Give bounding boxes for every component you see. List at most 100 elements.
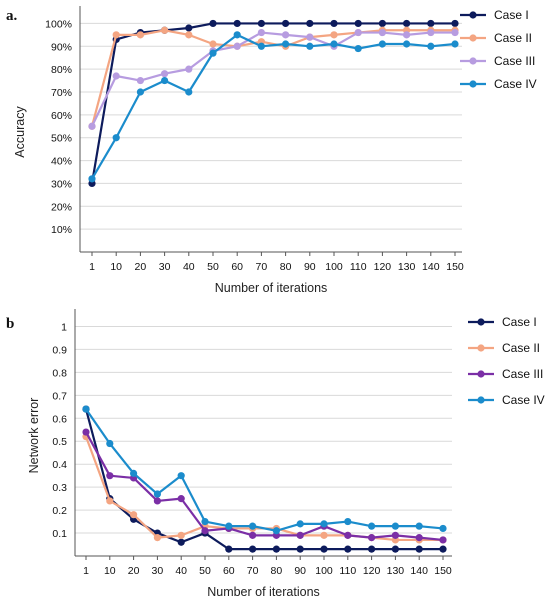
y-tick-label: 0.4: [52, 459, 67, 471]
data-point: [330, 40, 338, 48]
legend-label: Case I: [494, 8, 529, 22]
legend-item: Case III: [468, 367, 543, 381]
y-tick-label: 10%: [51, 224, 72, 236]
data-point: [106, 497, 114, 505]
x-tick-label: 10: [104, 565, 116, 577]
data-point: [306, 42, 314, 50]
data-point: [451, 28, 459, 37]
series-line: [85, 431, 444, 542]
x-tick-label: 1: [83, 565, 89, 577]
data-point: [403, 19, 411, 28]
legend-item: Case III: [460, 54, 535, 68]
legend-label: Case II: [502, 341, 540, 355]
data-point: [177, 531, 185, 539]
data-point: [306, 33, 314, 41]
data-point: [451, 40, 459, 48]
data-point: [106, 472, 114, 480]
y-tick-label: 90%: [51, 41, 72, 53]
data-point: [153, 534, 161, 542]
data-point: [185, 65, 193, 73]
x-tick-label: 60: [231, 261, 243, 273]
series-line: [85, 408, 444, 532]
x-tick-label: 70: [256, 261, 268, 273]
x-axis-title: Number of iterations: [207, 585, 320, 599]
series-case-iii: [82, 428, 447, 544]
y-tick-label: 30%: [51, 178, 72, 190]
legend-swatch-marker: [469, 57, 477, 65]
data-point: [296, 531, 304, 539]
x-tick-label: 70: [247, 565, 259, 577]
y-tick-label: 0.9: [52, 344, 67, 356]
x-tick-label: 110: [350, 261, 367, 273]
data-point: [177, 472, 185, 480]
data-point: [296, 545, 304, 553]
data-point: [368, 545, 376, 553]
data-point: [439, 536, 447, 544]
y-tick-label: 50%: [51, 133, 72, 145]
data-point: [439, 524, 447, 533]
legend-swatch-marker: [469, 11, 477, 19]
x-tick-label: 50: [207, 261, 219, 273]
data-point: [403, 40, 411, 48]
data-point: [344, 545, 352, 553]
series-line: [84, 436, 443, 542]
legend-swatch-marker: [469, 80, 477, 88]
data-point: [201, 527, 209, 535]
data-point: [130, 511, 138, 519]
x-tick-label: 30: [152, 565, 164, 577]
data-point: [354, 44, 362, 53]
y-axis-title: Accuracy: [13, 106, 27, 158]
data-point: [296, 520, 304, 528]
data-point: [257, 42, 265, 50]
data-point: [136, 88, 144, 96]
x-tick-label: 1: [89, 261, 95, 273]
x-tick-label: 20: [135, 261, 147, 273]
y-tick-label: 0.7: [52, 390, 67, 402]
data-point: [378, 19, 386, 28]
legend-swatch-marker: [477, 396, 485, 404]
x-tick-label: 80: [280, 261, 292, 273]
legend-swatch-marker: [477, 370, 485, 378]
data-point: [330, 19, 338, 28]
legend-item: Case II: [460, 31, 532, 45]
network-error-chart: b0.10.20.30.40.50.60.70.80.911 10 20 30 40 50…: [6, 309, 545, 599]
legend-swatch-marker: [469, 34, 477, 42]
y-tick-label: 80%: [51, 64, 72, 76]
data-point: [153, 497, 161, 505]
x-tick-label: 130: [387, 565, 405, 577]
legend-label: Case IV: [502, 393, 545, 407]
x-tick-label: 140: [410, 565, 428, 577]
legend-item: Case I: [460, 8, 529, 22]
legend-item: Case IV: [468, 393, 545, 407]
panel-label: a.: [6, 8, 18, 24]
data-point: [451, 19, 459, 28]
legend-label: Case III: [502, 367, 543, 381]
data-point: [427, 28, 435, 37]
x-tick-label: 50: [199, 565, 211, 577]
x-tick-label: 40: [183, 261, 195, 273]
data-point: [354, 28, 362, 37]
data-point: [88, 175, 96, 183]
x-tick-label: 110: [339, 565, 356, 577]
x-tick-label: 30: [159, 261, 171, 273]
data-point: [415, 545, 423, 553]
x-tick-label: 90: [294, 565, 306, 577]
data-point: [415, 522, 423, 530]
data-point: [439, 545, 447, 553]
data-point: [112, 31, 120, 39]
y-tick-label: 1: [61, 321, 67, 333]
data-point: [282, 40, 290, 48]
x-tick-label: 120: [363, 565, 381, 577]
data-point: [403, 31, 411, 39]
data-point: [249, 522, 257, 530]
x-tick-label: 140: [422, 261, 440, 273]
data-point: [391, 531, 399, 539]
data-point: [185, 88, 193, 96]
legend-item: Case I: [468, 315, 537, 329]
data-point: [272, 527, 280, 535]
data-point: [201, 517, 209, 526]
panel-label: b: [6, 316, 14, 332]
data-point: [320, 520, 328, 528]
legend-swatch-marker: [477, 344, 485, 352]
